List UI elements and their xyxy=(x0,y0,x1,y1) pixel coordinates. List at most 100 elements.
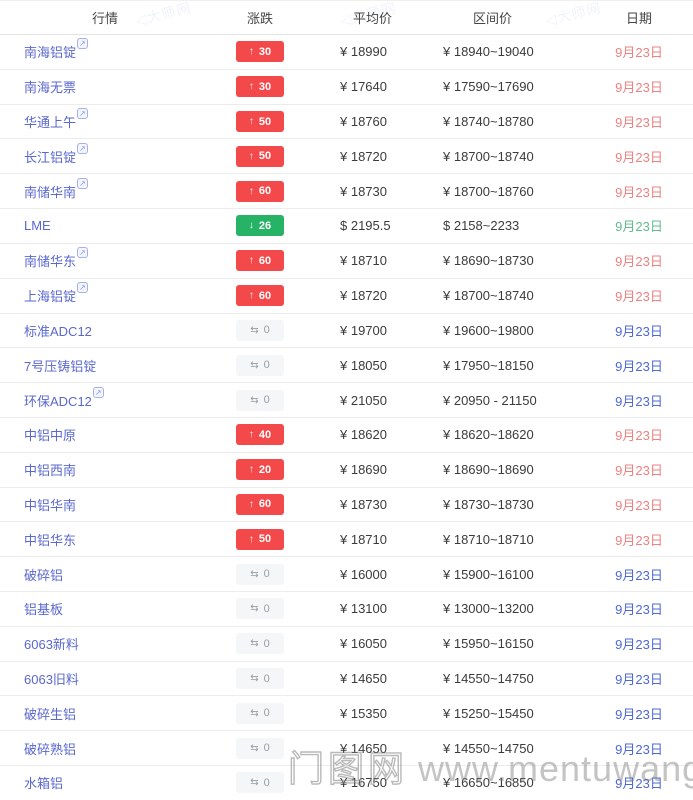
date-cell: 9月23日 xyxy=(615,532,663,548)
change-arrow-icon: ⇆ xyxy=(250,359,259,371)
table-row[interactable]: 7号压铸铝锭 ⇆ 0 ¥ 18050 ¥ 17950~18150 9月23日 xyxy=(0,348,693,384)
quote-name-link[interactable]: 水箱铝 xyxy=(24,773,63,792)
range-price: ¥ 16650~16850 xyxy=(443,775,534,791)
quote-name-link[interactable]: 破碎铝 xyxy=(24,565,63,584)
quote-name-label: 水箱铝 xyxy=(24,776,64,792)
quote-name-label: 南储华南 xyxy=(24,184,77,200)
change-cell: ↑ 60 xyxy=(210,180,310,202)
change-value: 60 xyxy=(258,185,272,198)
quote-name-link[interactable]: 破碎熟铝 xyxy=(24,739,76,758)
quote-name-link[interactable]: 环保ADC12 xyxy=(24,386,104,410)
date-cell: 9月23日 xyxy=(615,776,663,792)
date-cell: 9月23日 xyxy=(615,741,663,757)
table-row[interactable]: 南储华东 ↑ 60 ¥ 18710 ¥ 18690~18730 9月23日 xyxy=(0,243,693,279)
price-trend-icon[interactable] xyxy=(77,177,89,189)
table-row[interactable]: 上海铝锭 ↑ 60 ¥ 18720 ¥ 18700~18740 9月23日 xyxy=(0,278,693,314)
price-trend-icon[interactable] xyxy=(77,142,89,154)
date-cell: 9月23日 xyxy=(615,497,663,513)
date-cell: 9月23日 xyxy=(615,393,663,409)
range-price-cell: ¥ 18700~18740 xyxy=(435,149,585,164)
date-cell: 9月23日 xyxy=(615,602,663,618)
change-value: 60 xyxy=(258,254,272,267)
quote-name-cell: 中铝西南 xyxy=(0,460,210,479)
quote-name-link[interactable]: 铝基板 xyxy=(24,599,63,618)
change-cell: ↓ 26 xyxy=(210,215,310,237)
quote-name-link[interactable]: 中铝华南 xyxy=(24,495,76,514)
range-price-cell: ¥ 15900~16100 xyxy=(435,567,585,582)
table-row[interactable]: 破碎生铝 ⇆ 0 ¥ 15350 ¥ 15250~15450 9月23日 xyxy=(0,696,693,732)
change-arrow-icon: ⇆ xyxy=(250,638,259,650)
change-cell: ⇆ 0 xyxy=(210,702,310,724)
quote-name-link[interactable]: 南海铝锭 xyxy=(24,38,89,61)
table-row[interactable]: 标准ADC12 ⇆ 0 ¥ 19700 ¥ 19600~19800 9月23日 xyxy=(0,313,693,349)
table-row[interactable]: 南海铝锭 ↑ 30 ¥ 18990 ¥ 18940~19040 9月23日 xyxy=(0,35,693,70)
quote-name-link[interactable]: 6063新料 xyxy=(24,634,79,653)
change-cell: ↑ 50 xyxy=(210,528,310,550)
change-badge: ↑ 50 xyxy=(236,528,284,550)
table-row[interactable]: 破碎熟铝 ⇆ 0 ¥ 14650 ¥ 14550~14750 9月23日 xyxy=(0,731,693,767)
quote-name-label: 中铝西南 xyxy=(24,463,77,479)
table-row[interactable]: 6063旧料 ⇆ 0 ¥ 14650 ¥ 14550~14750 9月23日 xyxy=(0,661,693,697)
price-trend-icon[interactable] xyxy=(92,386,104,398)
table-row[interactable]: LME ↓ 26 $ 2195.5 $ 2158~2233 9月23日 xyxy=(0,209,693,244)
average-price: ¥ 18720 xyxy=(340,288,387,304)
price-trend-icon[interactable] xyxy=(77,38,89,50)
quote-name-link[interactable]: 中铝中原 xyxy=(24,425,76,444)
header-average-price: 平均价 xyxy=(352,11,392,26)
change-cell: ↑ 20 xyxy=(210,459,310,481)
price-trend-icon[interactable] xyxy=(77,247,89,259)
average-price: ¥ 18050 xyxy=(340,357,387,373)
quote-name-link[interactable]: 6063旧料 xyxy=(24,669,79,688)
table-row[interactable]: 中铝中原 ↑ 40 ¥ 18620 ¥ 18620~18620 9月23日 xyxy=(0,417,693,453)
range-price: ¥ 18620~18620 xyxy=(443,427,534,443)
table-row[interactable]: 华通上午 ↑ 50 ¥ 18760 ¥ 18740~18780 9月23日 xyxy=(0,104,693,140)
date-cell: 9月23日 xyxy=(615,672,663,688)
quote-name-link[interactable]: LME xyxy=(24,218,51,233)
quote-name-link[interactable]: 标准ADC12 xyxy=(24,321,92,340)
quote-name-link[interactable]: 7号压铸铝锭 xyxy=(24,356,96,375)
range-price: ¥ 18710~18710 xyxy=(443,531,534,547)
quote-name-link[interactable]: 南海无票 xyxy=(24,77,76,96)
table-row[interactable]: 南储华南 ↑ 60 ¥ 18730 ¥ 18700~18760 9月23日 xyxy=(0,174,693,210)
table-row[interactable]: 中铝华南 ↑ 60 ¥ 18730 ¥ 18730~18730 9月23日 xyxy=(0,487,693,523)
range-price-cell: ¥ 18620~18620 xyxy=(435,427,585,442)
change-badge: ⇆ 0 xyxy=(236,702,284,724)
quote-name-link[interactable]: 中铝西南 xyxy=(24,460,76,479)
change-arrow-icon: ⇆ xyxy=(250,394,259,406)
change-cell: ↑ 50 xyxy=(210,145,310,167)
quote-name-link[interactable]: 华通上午 xyxy=(24,108,89,131)
average-price-cell: ¥ 18730 xyxy=(310,497,435,512)
range-price: ¥ 13000~13200 xyxy=(443,601,534,617)
average-price-cell: ¥ 18730 xyxy=(310,184,435,199)
range-price-cell: ¥ 14550~14750 xyxy=(435,671,585,686)
quote-name-label: 6063新料 xyxy=(24,637,79,653)
quote-name-link[interactable]: 南储华南 xyxy=(24,177,89,201)
table-row[interactable]: 6063新料 ⇆ 0 ¥ 16050 ¥ 15950~16150 9月23日 xyxy=(0,626,693,662)
average-price: ¥ 18760 xyxy=(340,114,387,130)
change-badge: ↑ 60 xyxy=(236,250,284,272)
change-arrow-icon: ↑ xyxy=(248,150,254,162)
quote-name-link[interactable]: 长江铝锭 xyxy=(24,142,89,166)
table-row[interactable]: 长江铝锭 ↑ 50 ¥ 18720 ¥ 18700~18740 9月23日 xyxy=(0,139,693,175)
table-row[interactable]: 中铝华东 ↑ 50 ¥ 18710 ¥ 18710~18710 9月23日 xyxy=(0,522,693,558)
change-arrow-icon: ↑ xyxy=(248,255,254,267)
price-trend-icon[interactable] xyxy=(77,282,89,294)
date-cell: 9月23日 xyxy=(615,706,663,722)
table-row[interactable]: 水箱铝 ⇆ 0 ¥ 16750 ¥ 16650~16850 9月23日 xyxy=(0,766,693,800)
quote-name-link[interactable]: 破碎生铝 xyxy=(24,704,76,723)
change-cell: ⇆ 0 xyxy=(210,563,310,585)
quote-name-cell: 7号压铸铝锭 xyxy=(0,356,210,375)
quote-name-link[interactable]: 南储华东 xyxy=(24,247,89,270)
quote-name-label: 标准ADC12 xyxy=(24,323,92,339)
price-trend-icon[interactable] xyxy=(77,108,89,120)
table-row[interactable]: 中铝西南 ↑ 20 ¥ 18690 ¥ 18690~18690 9月23日 xyxy=(0,452,693,488)
table-row[interactable]: 环保ADC12 ⇆ 0 ¥ 21050 ¥ 20950 - 21150 9月23… xyxy=(0,383,693,418)
quote-name-link[interactable]: 中铝华东 xyxy=(24,530,76,549)
change-arrow-icon: ↑ xyxy=(248,533,254,545)
quote-name-link[interactable]: 上海铝锭 xyxy=(24,282,89,305)
range-price: ¥ 15900~16100 xyxy=(443,566,534,582)
table-row[interactable]: 破碎铝 ⇆ 0 ¥ 16000 ¥ 15900~16100 9月23日 xyxy=(0,557,693,592)
range-price-cell: ¥ 15250~15450 xyxy=(435,706,585,721)
table-row[interactable]: 南海无票 ↑ 30 ¥ 17640 ¥ 17590~17690 9月23日 xyxy=(0,69,693,105)
table-row[interactable]: 铝基板 ⇆ 0 ¥ 13100 ¥ 13000~13200 9月23日 xyxy=(0,592,693,627)
